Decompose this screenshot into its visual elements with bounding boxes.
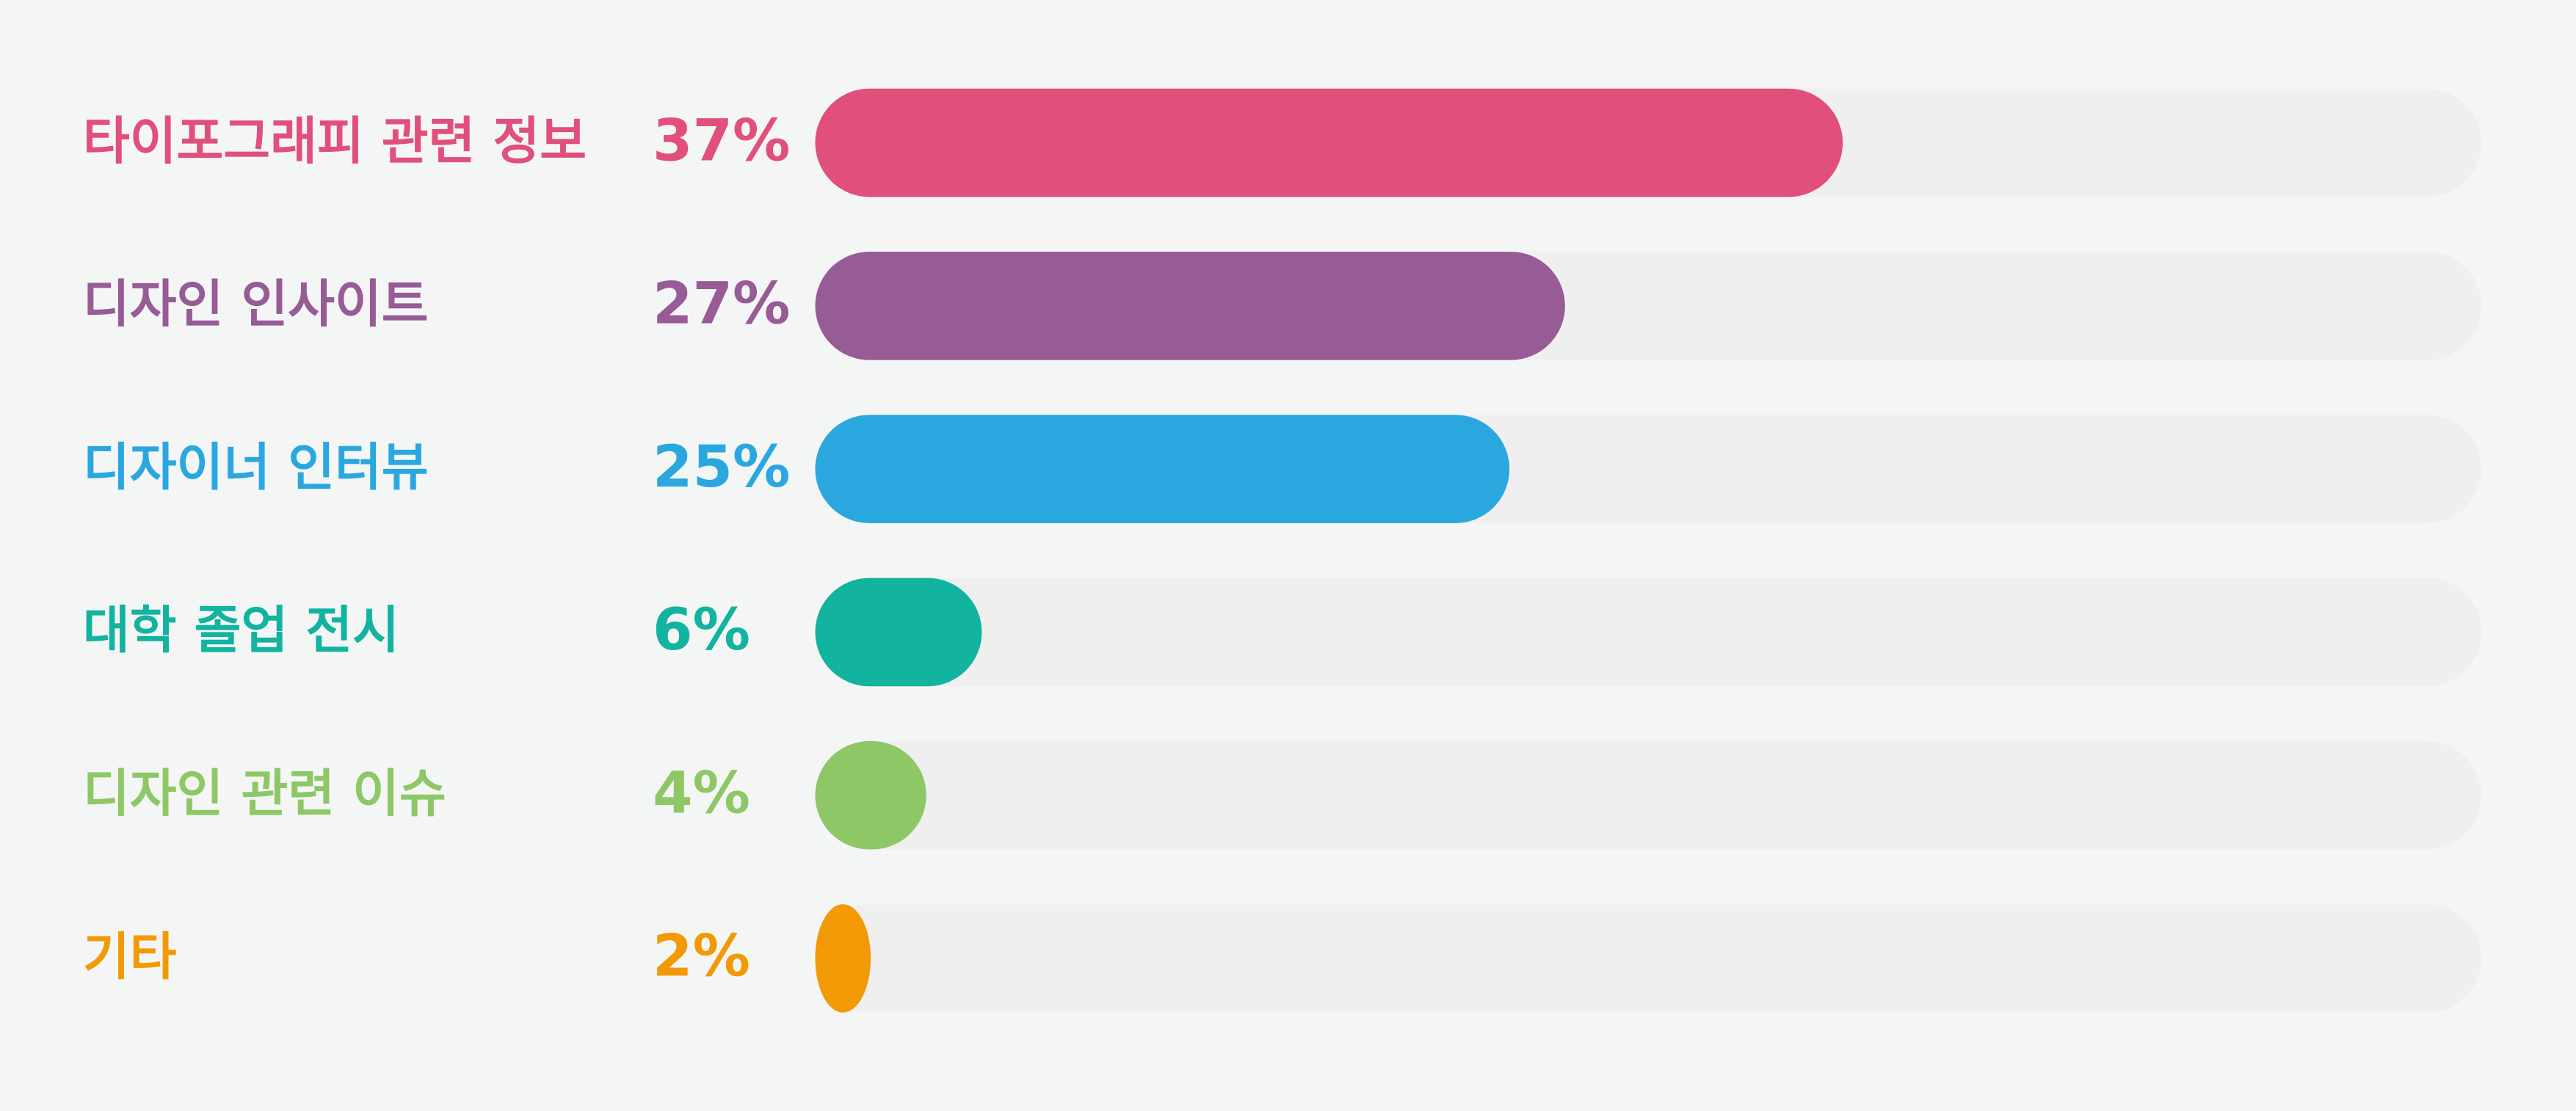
category-label: 대학 졸업 전시: [83, 602, 399, 660]
bar: [815, 88, 1843, 197]
category-label: 디자이너 인터뷰: [83, 438, 429, 497]
bar: [815, 415, 1510, 523]
category-label: 기타: [83, 928, 177, 986]
bar: [815, 904, 871, 1013]
category-label: 타이포그래피 관련 정보: [83, 112, 587, 171]
value-label: 6%: [653, 597, 750, 663]
value-label: 2%: [653, 923, 750, 990]
bar-track: [815, 578, 2482, 687]
category-label: 디자인 관련 이슈: [83, 765, 446, 823]
value-label: 37%: [653, 107, 790, 174]
bar-track: [815, 904, 2482, 1013]
category-label: 디자인 인사이트: [83, 275, 429, 334]
bar: [815, 578, 982, 687]
bar-track: [815, 740, 2482, 850]
value-label: 25%: [653, 434, 790, 500]
bar: [815, 740, 926, 850]
value-label: 27%: [653, 271, 790, 338]
bar: [815, 252, 1565, 360]
value-label: 4%: [653, 760, 750, 826]
